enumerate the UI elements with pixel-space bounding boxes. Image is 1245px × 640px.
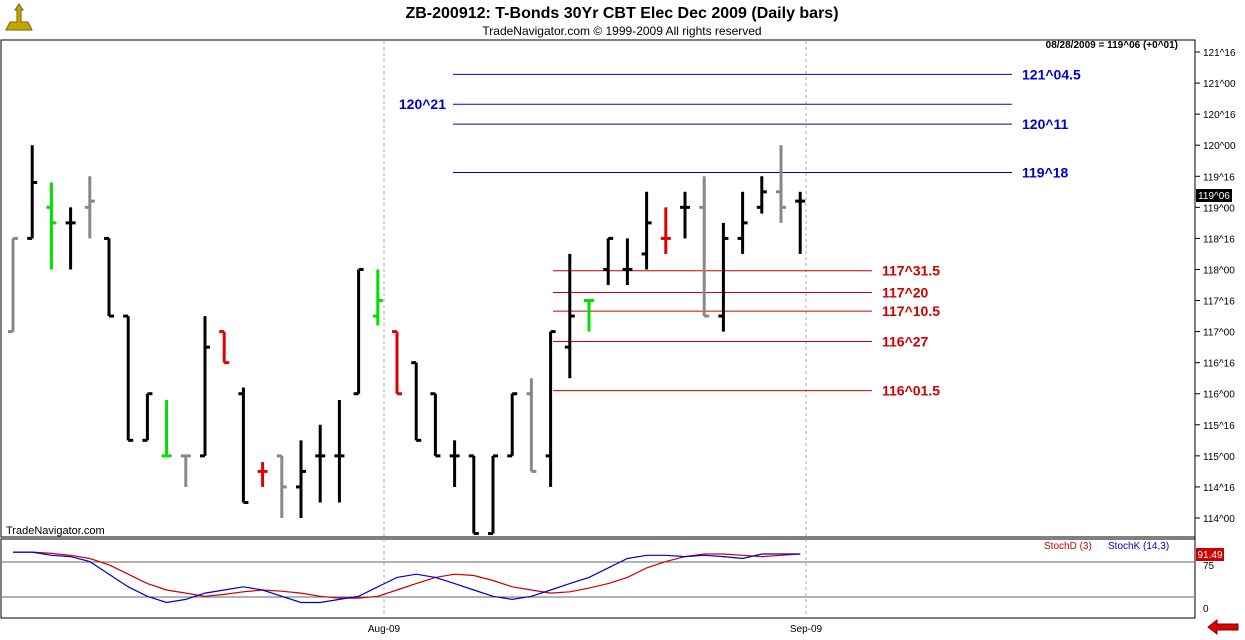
stochk-legend: StochK (14,3) xyxy=(1108,541,1169,552)
ohlc-bar xyxy=(488,454,498,536)
level-label: 120^11 xyxy=(1022,116,1069,132)
ohlc-bar xyxy=(641,191,652,270)
red-left-arrow-icon[interactable] xyxy=(1207,618,1239,636)
y-tick-label: 114^00 xyxy=(1203,514,1235,525)
stoch-tick-75: 75 xyxy=(1203,561,1215,572)
ohlc-bar xyxy=(161,399,172,458)
ohlc-bars xyxy=(8,145,806,536)
level-label: 117^31.5 xyxy=(882,263,940,279)
ohlc-bar xyxy=(545,330,556,487)
stochd-legend: StochD (3) xyxy=(1044,541,1092,552)
level-label: 120^21 xyxy=(399,96,446,112)
y-tick-label: 115^00 xyxy=(1203,452,1235,463)
x-label-sep: Sep-09 xyxy=(790,624,823,635)
ohlc-bar xyxy=(622,238,633,285)
last-price-label: 119^06 xyxy=(1198,191,1230,202)
level-label: 117^20 xyxy=(882,284,929,300)
ohlc-bar xyxy=(756,176,767,214)
ohlc-bar xyxy=(468,454,479,536)
ohlc-bar xyxy=(507,392,518,458)
ohlc-bar xyxy=(8,236,18,334)
ohlc-bar xyxy=(104,236,114,318)
price-axis-ticks: 114^00 114^16 115^00 115^16 116^00 116^16 117^… xyxy=(1195,48,1236,525)
stochd-line xyxy=(13,551,801,599)
ohlc-bar xyxy=(142,392,153,442)
y-tick-label: 118^16 xyxy=(1203,234,1235,245)
ohlc-bar xyxy=(392,330,402,396)
ohlc-bar xyxy=(334,399,345,503)
stochastic-lines xyxy=(13,551,801,604)
y-tick-label: 117^16 xyxy=(1203,297,1235,308)
ohlc-bar xyxy=(564,253,575,379)
watermark-text: TradeNavigator.com xyxy=(6,525,105,537)
level-label: 116^27 xyxy=(882,334,929,350)
ohlc-bar xyxy=(526,378,537,473)
ohlc-bar xyxy=(276,454,287,518)
price-panel-frame xyxy=(0,39,1196,538)
ohlc-bar xyxy=(795,191,806,254)
ohlc-bar xyxy=(180,454,191,487)
ohlc-bar xyxy=(411,361,422,442)
y-tick-label: 117^00 xyxy=(1203,328,1235,339)
last-price-badge: 119^06 xyxy=(1196,189,1232,202)
ohlc-bar xyxy=(660,207,671,254)
ohlc-bar xyxy=(449,440,460,487)
ohlc-bar xyxy=(219,330,230,365)
y-tick-label: 119^00 xyxy=(1203,203,1235,214)
ohlc-bar xyxy=(315,424,326,503)
ohlc-bar xyxy=(699,176,710,318)
y-tick-label: 116^00 xyxy=(1203,390,1235,401)
ohlc-bar xyxy=(65,207,76,270)
ohlc-bar xyxy=(296,440,306,518)
level-label: 117^10.5 xyxy=(882,303,940,319)
ohlc-bar xyxy=(737,191,748,254)
ohlc-bar xyxy=(46,182,57,270)
last-price-info: 08/28/2009 = 119^06 (+0^01) xyxy=(1046,40,1178,51)
copyright-text: TradeNavigator.com © 1999-2009 All right… xyxy=(482,24,761,38)
ohlc-bar xyxy=(603,236,614,285)
chart-title: ZB-200912: T-Bonds 30Yr CBT Elec Dec 200… xyxy=(405,5,838,22)
stoch-panel-frame xyxy=(0,538,1196,619)
stoch-last-value: 91.49 xyxy=(1197,550,1222,561)
y-tick-label: 118^00 xyxy=(1203,265,1235,276)
ohlc-bar xyxy=(584,299,594,332)
y-tick-label: 116^16 xyxy=(1203,359,1235,370)
stoch-tick-0: 0 xyxy=(1203,604,1209,615)
ohlc-bar xyxy=(776,145,786,223)
ohlc-bar xyxy=(238,387,249,504)
level-label: 119^18 xyxy=(1022,165,1069,181)
ohlc-bar xyxy=(372,269,383,326)
price-levels: 121^04.5 120^21 120^11 119^18 117^31.5 117^20… xyxy=(399,66,1081,398)
logo-icon xyxy=(3,3,35,33)
ohlc-bar xyxy=(84,176,95,239)
y-tick-label: 120^00 xyxy=(1203,141,1236,152)
ohlc-bar xyxy=(200,316,210,458)
stochk-line xyxy=(13,551,801,604)
y-tick-label: 121^00 xyxy=(1203,79,1236,90)
y-tick-label: 114^16 xyxy=(1203,483,1235,494)
gridlines xyxy=(2,41,1194,617)
y-tick-label: 119^16 xyxy=(1203,172,1235,183)
ohlc-bar xyxy=(257,462,268,487)
ohlc-bar xyxy=(430,392,441,458)
stoch-value-badge: 91.49 xyxy=(1196,548,1224,561)
level-label: 116^01.5 xyxy=(882,383,940,399)
y-tick-label: 115^16 xyxy=(1203,421,1235,432)
ohlc-bar xyxy=(353,267,364,396)
level-label: 121^04.5 xyxy=(1022,66,1081,82)
y-tick-label: 120^16 xyxy=(1203,110,1236,121)
y-tick-label: 121^16 xyxy=(1203,48,1236,59)
ohlc-bar xyxy=(718,222,729,332)
ohlc-bar xyxy=(680,191,690,239)
x-label-aug: Aug-09 xyxy=(368,624,401,635)
ohlc-bar xyxy=(27,145,38,240)
ohlc-bar xyxy=(123,314,134,442)
